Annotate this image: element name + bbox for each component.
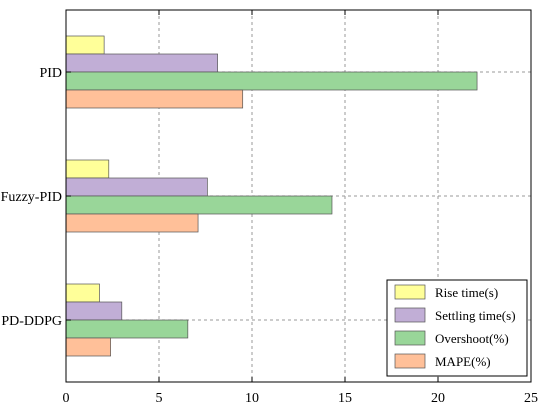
bar-pid-2 bbox=[65, 71, 478, 91]
bar-fuzzy-pid-2 bbox=[65, 195, 333, 215]
x-tick-label: 0 bbox=[63, 391, 70, 406]
legend-swatch bbox=[394, 284, 426, 300]
bar-fuzzy-pid-3 bbox=[65, 213, 199, 233]
legend-swatch bbox=[394, 307, 426, 323]
y-tick-label: Fuzzy-PID bbox=[1, 190, 62, 205]
x-tick-label: 10 bbox=[245, 391, 259, 406]
x-tick-label: 25 bbox=[524, 391, 538, 406]
y-axis: PID Fuzzy-PID PD-DDPG bbox=[1, 66, 71, 329]
legend-swatch bbox=[394, 353, 426, 369]
legend-label: Overshoot(%) bbox=[435, 331, 509, 346]
bars bbox=[65, 35, 478, 357]
bar-pd-ddpg-2 bbox=[65, 319, 189, 339]
x-tick-label: 15 bbox=[338, 391, 352, 406]
legend-label: Rise time(s) bbox=[435, 285, 498, 300]
legend-label: Settling time(s) bbox=[435, 308, 516, 323]
y-tick-label: PID bbox=[39, 66, 62, 81]
legend: Rise time(s) Settling time(s) Overshoot(%)… bbox=[386, 279, 528, 377]
bar-fuzzy-pid-0 bbox=[65, 159, 110, 179]
bar-pid-3 bbox=[65, 89, 244, 109]
bar-pid-1 bbox=[65, 53, 218, 73]
legend-label: MAPE(%) bbox=[435, 354, 491, 369]
bar-pd-ddpg-0 bbox=[65, 283, 100, 303]
bar-fuzzy-pid-1 bbox=[65, 177, 208, 197]
bar-pd-ddpg-1 bbox=[65, 301, 123, 321]
legend-swatch bbox=[394, 330, 426, 346]
x-tick-label: 5 bbox=[156, 391, 163, 406]
bar-pid-0 bbox=[65, 35, 105, 55]
bar-pd-ddpg-3 bbox=[65, 337, 111, 357]
y-tick-label: PD-DDPG bbox=[1, 314, 62, 329]
x-tick-label: 20 bbox=[431, 391, 445, 406]
x-axis: 0 5 10 15 20 25 bbox=[63, 10, 538, 406]
